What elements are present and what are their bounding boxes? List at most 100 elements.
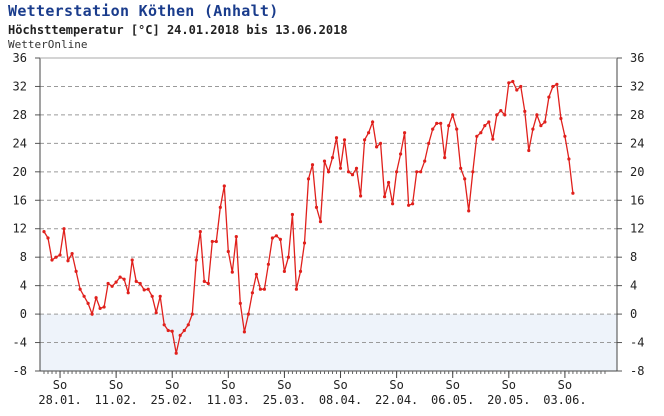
data-point — [258, 287, 262, 291]
data-point — [102, 305, 106, 309]
x-tick-day-label: So — [277, 378, 291, 392]
data-point — [515, 88, 519, 92]
data-point — [50, 258, 54, 262]
x-tick-day-label: So — [558, 378, 572, 392]
data-point — [391, 202, 395, 206]
data-point — [555, 82, 559, 86]
data-point — [387, 180, 391, 185]
data-point — [443, 156, 447, 160]
data-point — [411, 202, 415, 206]
data-point — [551, 84, 555, 89]
x-tick-label: 22.04. — [375, 393, 418, 407]
x-tick-label: 11.02. — [94, 393, 137, 407]
data-point — [230, 270, 234, 274]
data-point — [286, 255, 290, 259]
data-point — [150, 294, 154, 298]
x-tick-day-label: So — [333, 378, 347, 392]
data-point — [74, 269, 78, 273]
data-point — [447, 124, 451, 128]
data-point — [306, 177, 311, 181]
y-tick-label-left: 36 — [13, 51, 27, 65]
data-point — [559, 116, 563, 121]
data-point — [110, 284, 114, 288]
y-tick-label-right: 0 — [630, 307, 637, 321]
data-point — [338, 166, 343, 170]
data-point — [483, 124, 487, 128]
data-point — [463, 177, 467, 181]
data-point — [451, 113, 455, 117]
data-point — [58, 253, 62, 257]
data-point — [567, 157, 571, 161]
data-point — [98, 306, 102, 310]
data-point — [222, 184, 226, 188]
data-point — [54, 255, 58, 259]
data-point — [507, 81, 511, 85]
y-tick-label-left: -8 — [13, 364, 27, 378]
data-point — [419, 170, 423, 174]
data-point — [234, 235, 238, 239]
data-point — [383, 195, 387, 199]
data-point — [282, 269, 286, 273]
data-point — [326, 170, 331, 174]
data-point — [194, 258, 198, 262]
data-point — [226, 249, 230, 254]
data-point — [170, 329, 174, 333]
data-point — [439, 121, 443, 125]
data-point — [86, 301, 90, 305]
data-point — [467, 209, 471, 213]
x-tick-label: 28.01. — [38, 393, 81, 407]
data-point — [42, 230, 46, 234]
data-point — [379, 141, 383, 145]
y-tick-label-left: 0 — [20, 307, 27, 321]
data-point — [238, 301, 242, 305]
y-tick-label-right: 36 — [630, 51, 644, 65]
data-point — [162, 323, 166, 327]
data-point — [435, 121, 439, 125]
data-point — [334, 136, 339, 140]
data-point — [571, 191, 575, 195]
series-line — [43, 80, 574, 354]
data-point — [563, 134, 567, 138]
data-point — [246, 312, 250, 316]
data-point — [547, 95, 551, 99]
data-point — [539, 124, 543, 128]
data-point — [455, 127, 459, 131]
data-point — [138, 281, 142, 286]
data-point — [475, 134, 479, 138]
x-tick-label: 25.02. — [151, 393, 194, 407]
x-tick-day-label: So — [53, 378, 67, 392]
data-point — [182, 328, 186, 333]
data-point — [266, 262, 270, 266]
axes — [35, 57, 622, 378]
data-point — [186, 323, 190, 327]
y-tick-label-left: 28 — [13, 108, 27, 122]
data-point — [250, 291, 254, 295]
data-point — [214, 239, 218, 244]
data-point — [134, 279, 138, 283]
data-point — [70, 252, 74, 256]
data-point — [218, 205, 222, 209]
data-point — [278, 237, 282, 241]
y-tick-label-left: 32 — [13, 79, 27, 93]
y-tick-label-left: 16 — [13, 193, 27, 207]
y-tick-label-right: 16 — [630, 193, 644, 207]
temperature-line — [43, 80, 574, 354]
x-tick-label: 08.04. — [319, 393, 362, 407]
data-point — [190, 312, 194, 316]
data-point — [126, 291, 130, 295]
data-point — [403, 131, 407, 135]
data-point — [106, 281, 110, 286]
data-point — [262, 287, 266, 291]
x-tick-day-label: So — [165, 378, 179, 392]
data-point — [471, 170, 475, 174]
y-tick-label-right: 8 — [630, 250, 637, 264]
data-point — [499, 109, 503, 113]
data-point — [371, 120, 375, 124]
data-point — [535, 113, 539, 117]
data-point — [431, 127, 435, 131]
y-tick-label-left: -4 — [13, 336, 27, 350]
data-point — [346, 170, 351, 174]
data-point — [298, 269, 303, 273]
x-tick-day-label: So — [109, 378, 123, 392]
